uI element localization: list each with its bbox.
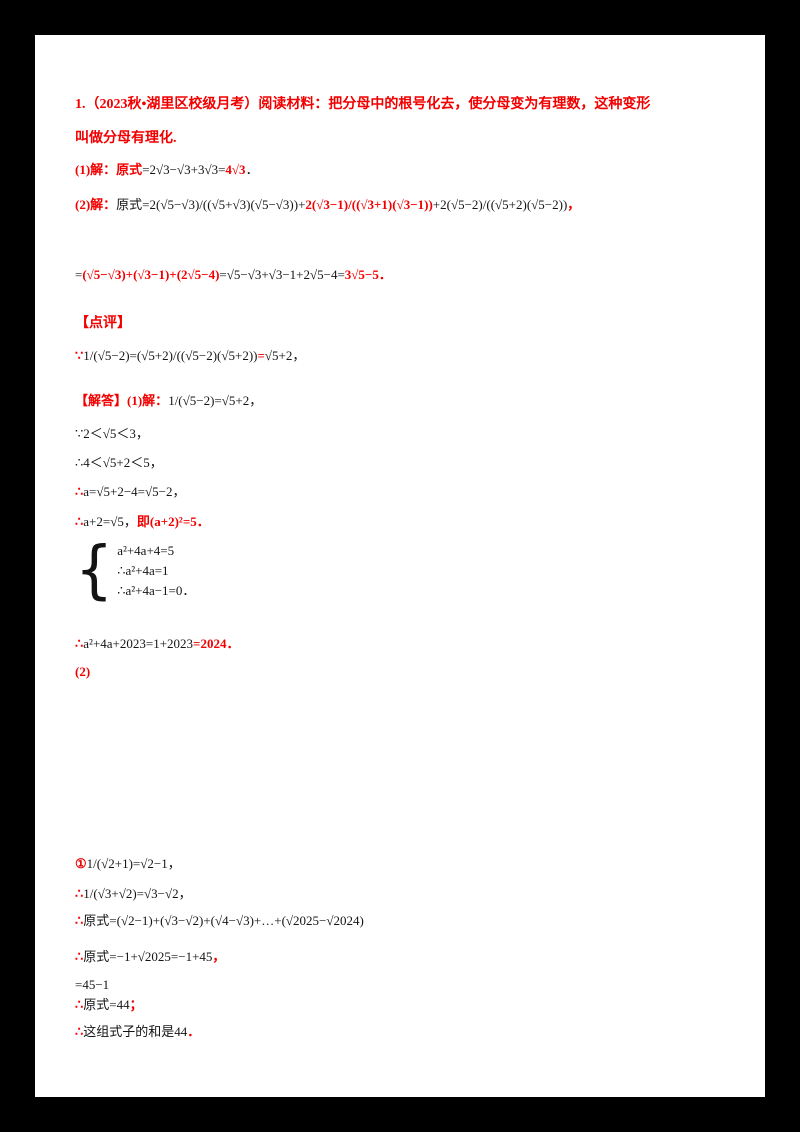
analysis-formula-line: ∵1/(√5−2)=(√5+2)/((√5−2)(√5+2))=√5+2， — [75, 347, 749, 365]
text-segment: 1/(√5−2)=√5+2 — [168, 393, 250, 408]
text-segment: =2√3−√3+3√3= — [142, 162, 226, 177]
text-segment: 【点评】 — [75, 316, 131, 331]
text-segment: ∴ — [75, 949, 84, 964]
system-equations: a²+4a+4=5 ∴a²+4a=1 ∴a²+4a−1=0． — [117, 542, 195, 599]
solution-line-2: (2)解：原式=2(√5−√3)/((√5+√3)(√5−√3))+2(√3−1… — [75, 196, 749, 214]
step-line-5: ∴a²+4a+2023=1+2023=2024． — [75, 635, 749, 653]
step-line-1: ∵2＜√5＜3， — [75, 425, 749, 443]
solution-line-1: (1)解：原式=2√3−√3+3√3=4√3． — [75, 161, 749, 179]
left-brace-icon: { — [75, 533, 114, 607]
text-segment: 2(√5−√3)/((√5+√3)(√5−√3)) — [149, 197, 299, 212]
text-segment: ， — [567, 197, 581, 212]
text-segment: ∴4＜√5+2＜5， — [75, 455, 163, 470]
text-segment: ， — [292, 348, 306, 363]
text-segment: a²+4a+2023=1+2023 — [83, 636, 194, 651]
text-segment: =45−1 — [75, 977, 110, 992]
text-segment: 4√3 — [225, 162, 246, 177]
text-segment: 这组式子的和是44 — [83, 1024, 188, 1039]
text-segment: 1/(√5−2)=(√5+2)/((√5−2)(√5+2)) — [83, 348, 258, 363]
text-segment: 1.（2023秋•湖里区校级月考）阅读材料：把分母中的根号化去，使分母变为有理数… — [75, 97, 651, 112]
text-segment: + — [298, 197, 306, 212]
pattern-line-3: ∴原式=(√2−1)+(√3−√2)+(√4−√3)+…+(√2025−√202… — [75, 912, 749, 930]
text-segment: ． — [378, 267, 392, 282]
text-segment: 2(√5−2)/((√5+2)(√5−2)) — [440, 197, 568, 212]
text-segment: (2)解： — [75, 197, 117, 212]
text-segment: 3√5−5 — [344, 267, 379, 282]
text-segment: + — [432, 197, 441, 212]
text-segment: 【解答】 — [75, 393, 128, 408]
text-segment: ∵ — [75, 348, 84, 363]
system-equation: ∴a²+4a=1 — [117, 562, 169, 578]
text-segment: (2) — [75, 664, 91, 679]
text-segment: (√5−√3)+(√3−1)+(2√5−4) — [82, 267, 220, 282]
text-segment: = — [257, 348, 265, 363]
problem-heading-line-2: 叫做分母有理化. — [75, 130, 749, 148]
part-2-label: (2) — [75, 663, 749, 681]
step-line-3: ∴a=√5+2−4=√5−2， — [75, 483, 749, 501]
pattern-line-5: =45−1 — [75, 976, 749, 994]
text-segment: ． — [196, 514, 210, 529]
text-segment: ∴ — [75, 886, 84, 901]
text-segment: 2(√3−1)/((√3+1)(√3−1)) — [305, 197, 433, 212]
equation-system: {a²+4a+4=5 ∴a²+4a=1 ∴a²+4a−1=0． — [75, 533, 195, 607]
text-segment: a=√5+2−4=√5−2 — [83, 484, 173, 499]
text-segment: ∴ — [75, 997, 84, 1012]
text-segment: ∴ — [75, 913, 84, 928]
text-segment: = — [219, 267, 227, 282]
answer-heading-line: 【解答】(1)解：1/(√5−2)=√5+2， — [75, 392, 749, 410]
text-segment: ∵2＜√5＜3， — [75, 426, 149, 441]
text-segment: 原式 — [116, 162, 143, 177]
text-segment: ． — [187, 1024, 201, 1039]
review-heading: 【点评】 — [75, 315, 749, 333]
text-segment: ∴ — [75, 514, 84, 529]
text-segment: √5+2 — [264, 348, 293, 363]
text-segment: = — [75, 267, 83, 282]
text-segment: 原式=−1+√2025=−1+45 — [83, 949, 213, 964]
document-page: 1.（2023秋•湖里区校级月考）阅读材料：把分母中的根号化去，使分母变为有理数… — [35, 35, 765, 1097]
pattern-line-6: ∴原式=44； — [75, 996, 749, 1014]
step-line-4: ∴a+2=√5，即(a+2)²=5． — [75, 513, 749, 531]
pattern-line-1: ①1/(√2+1)=√2−1， — [75, 855, 749, 873]
text-segment: ① — [75, 856, 87, 871]
text-segment: ． — [245, 162, 259, 177]
text-segment: ∴ — [75, 636, 84, 651]
text-segment: ∴ — [75, 484, 84, 499]
text-segment: ； — [129, 997, 143, 1012]
text-segment: (1)解： — [75, 162, 117, 177]
text-segment: a+2=√5， — [83, 514, 137, 529]
text-segment: 原式= — [116, 197, 150, 212]
pattern-line-2: ∴1/(√3+√2)=√3−√2， — [75, 885, 749, 903]
text-segment: = — [337, 267, 345, 282]
text-segment: 1/(√2+1)=√2−1， — [86, 856, 181, 871]
pattern-line-7: ∴这组式子的和是44． — [75, 1023, 749, 1041]
system-equation: a²+4a+4=5 — [117, 542, 175, 558]
text-segment: 叫做分母有理化. — [75, 131, 177, 146]
step-line-2: ∴4＜√5+2＜5， — [75, 454, 749, 472]
text-segment: √5−√3+√3−1+2√5−4 — [226, 267, 338, 282]
text-segment: =2024． — [193, 636, 240, 651]
text-segment: 原式=(√2−1)+(√3−√2)+(√4−√3)+…+(√2025−√2024… — [83, 913, 364, 928]
text-segment: ∴ — [75, 1024, 84, 1039]
text-segment: 1/(√3+√2)=√3−√2， — [83, 886, 192, 901]
problem-heading-line-1: 1.（2023秋•湖里区校级月考）阅读材料：把分母中的根号化去，使分母变为有理数… — [75, 96, 749, 114]
text-segment: ， — [212, 949, 226, 964]
pattern-line-4: ∴原式=−1+√2025=−1+45， — [75, 948, 749, 966]
solution-line-3: =(√5−√3)+(√3−1)+(2√5−4)=√5−√3+√3−1+2√5−4… — [75, 266, 749, 284]
system-equation: ∴a²+4a−1=0． — [117, 582, 196, 598]
text-segment: 原式=44 — [83, 997, 130, 1012]
text-segment: 即(a+2)²=5 — [136, 514, 197, 529]
text-segment: ， — [249, 393, 263, 408]
text-segment: (1)解： — [127, 393, 169, 408]
text-segment: ， — [172, 484, 186, 499]
